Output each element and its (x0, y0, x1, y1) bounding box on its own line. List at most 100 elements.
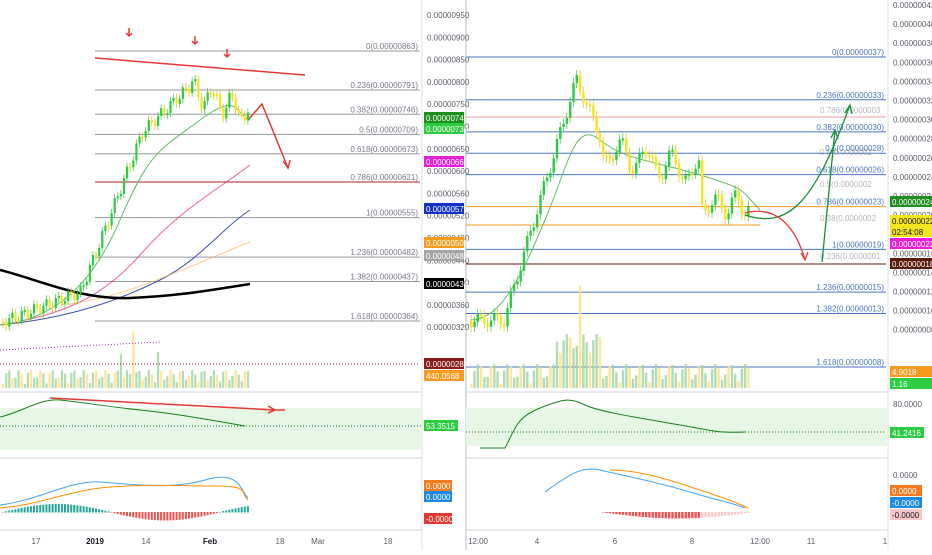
rsi-divergence-arrow (267, 405, 285, 414)
candle-body (181, 87, 184, 99)
candle-body (595, 116, 598, 133)
candle-body (5, 322, 8, 327)
volume-bar (588, 352, 592, 388)
candle-body (14, 312, 17, 321)
macd-line (544, 468, 746, 509)
macd-histogram-bar (219, 511, 221, 513)
volume-bar (26, 372, 29, 388)
volume-bar (674, 373, 677, 388)
macd-histogram-bar (45, 504, 48, 513)
candle-body (228, 92, 231, 108)
down-arrow-marker (125, 28, 133, 38)
macd-histogram-bar (671, 512, 674, 519)
candle-body (674, 149, 677, 164)
candle-body (73, 293, 76, 301)
candle-body (625, 138, 628, 154)
volume-bar (526, 371, 529, 388)
candle-body (219, 94, 222, 108)
volume-bar (730, 365, 734, 388)
price-tag-bg (890, 226, 932, 237)
volume-bar (641, 364, 644, 388)
macd-tick-label: 0.0000 (893, 471, 918, 480)
macd-histogram-bar (126, 512, 128, 517)
volume-bar (506, 364, 509, 388)
volume-bar (724, 374, 727, 388)
macd-histogram-bar (215, 512, 218, 514)
volume-bar (549, 366, 552, 388)
volume-bar (578, 286, 582, 388)
macd-histogram-bar (635, 512, 638, 517)
volume-bar (552, 364, 555, 388)
volume-bar (29, 370, 33, 388)
volume-bar (160, 370, 163, 388)
volume-bar (714, 364, 717, 388)
candle-body (23, 309, 26, 312)
volume-bar (203, 371, 206, 388)
candle-body (707, 210, 710, 213)
candle-body (549, 172, 552, 178)
fib-level-label: 0.786(0.00000023) (816, 198, 884, 207)
price-tag-text: 0.00000488 (426, 252, 469, 261)
price-tag-bg (890, 215, 932, 226)
candle-body (737, 190, 740, 201)
macd-histogram-bar (184, 512, 187, 520)
volume-bar (54, 378, 57, 388)
volume-bar (73, 370, 76, 388)
volume-bar (486, 376, 489, 388)
volume-bar (743, 364, 747, 388)
macd-histogram-bar (668, 512, 671, 519)
volume-bar (625, 364, 628, 388)
price-tag-bg (424, 370, 464, 381)
volume-bar (212, 370, 215, 388)
volume-bar (147, 370, 150, 388)
price-tag-bg (890, 378, 932, 389)
candle-body (710, 205, 714, 213)
fib-level-label: 1.236(0.00000482) (350, 248, 418, 257)
volume-bar (184, 379, 188, 388)
projection-arrow-head (282, 159, 291, 170)
rsi-line (480, 399, 746, 449)
candle-body (215, 94, 219, 97)
macd-histogram-bar (107, 511, 110, 513)
volume-bar (684, 364, 687, 388)
x-tick-label: 1 (883, 537, 888, 546)
volume-bar (592, 340, 595, 388)
volume-bar (473, 371, 476, 388)
volume-bar (95, 370, 98, 388)
macd-histogram-bar (228, 509, 231, 513)
candle-body (132, 160, 135, 168)
volume-bar (651, 369, 654, 388)
bullish-arrow-head-2 (830, 128, 839, 140)
candle-body (98, 247, 101, 257)
price-tag-text: 1.16 (892, 380, 908, 389)
candle-body (572, 82, 575, 102)
candle-body (631, 170, 635, 174)
candle-body (231, 92, 234, 98)
volume-bar (91, 372, 95, 388)
volume-bar (734, 373, 737, 388)
volume-bar (172, 374, 175, 388)
macd-histogram-bar (720, 512, 724, 516)
y-tick-label: 0.00000800 (427, 78, 470, 87)
macd-histogram-bar (104, 510, 107, 513)
macd-histogram-bar (138, 512, 141, 519)
macd-histogram-bar (60, 504, 63, 513)
volume-bar (209, 375, 212, 388)
macd-histogram-bar (243, 506, 246, 513)
volume-bar (476, 364, 479, 388)
volume-bar (225, 371, 228, 388)
candle-body (76, 293, 79, 301)
fib-level-label: 1.618(0.00000364) (350, 312, 418, 321)
macd-tag-bg (424, 480, 452, 491)
candle-body (101, 230, 104, 248)
macd-histogram-bar (615, 512, 618, 515)
volume-bar (119, 354, 122, 388)
candle-body (522, 251, 526, 271)
candle-body (51, 306, 54, 309)
macd-tag-text: -0.0000 (892, 511, 920, 520)
candle-body (602, 142, 605, 156)
volume-bar (638, 365, 641, 388)
fib-level-label: 0.5(0.00000709) (359, 125, 418, 134)
candle-body (64, 301, 67, 304)
macd-histogram-bar (246, 506, 249, 513)
